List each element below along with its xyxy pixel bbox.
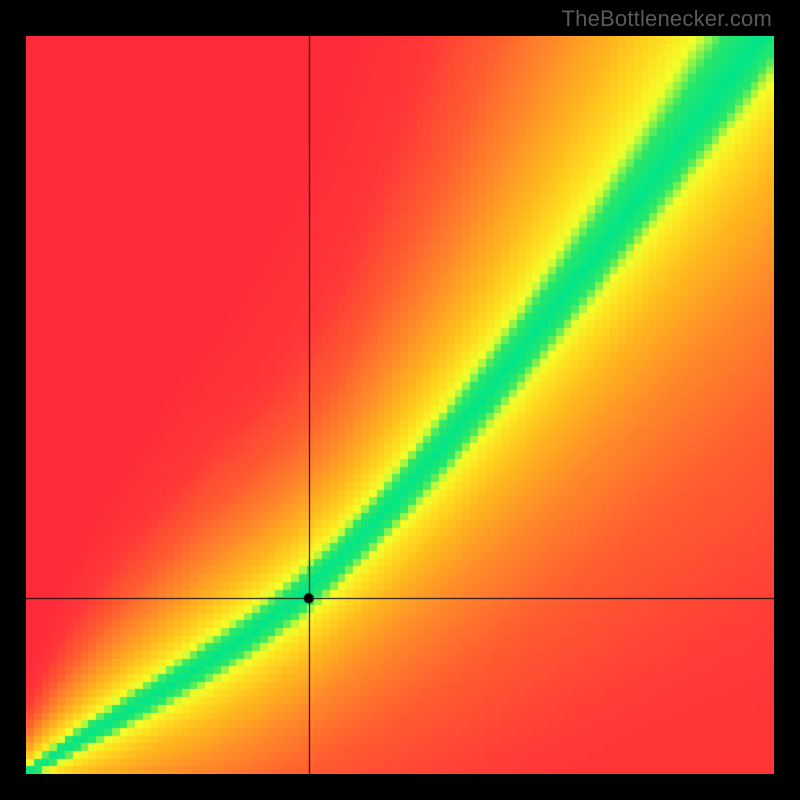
watermark-text: TheBottlenecker.com bbox=[562, 6, 772, 32]
bottleneck-heatmap bbox=[26, 36, 774, 774]
